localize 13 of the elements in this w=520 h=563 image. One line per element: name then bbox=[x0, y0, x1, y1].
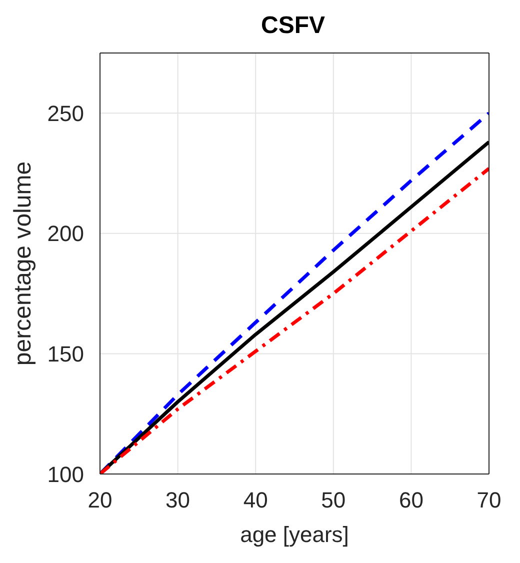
x-axis-title: age [years] bbox=[240, 522, 349, 547]
y-tick-label: 100 bbox=[47, 462, 84, 487]
y-tick-label: 250 bbox=[47, 100, 84, 126]
y-axis-title: percentage volume bbox=[10, 161, 37, 366]
x-tick-label: 50 bbox=[321, 488, 346, 513]
y-tick-label: 200 bbox=[47, 221, 84, 246]
chart-title: CSFV bbox=[260, 11, 326, 41]
y-tick-label: 150 bbox=[47, 342, 84, 367]
x-tick-label: 20 bbox=[88, 488, 112, 513]
x-tick-label: 70 bbox=[476, 488, 502, 513]
x-tick-label: 60 bbox=[398, 488, 424, 513]
x-tick-label: 30 bbox=[166, 488, 190, 513]
x-tick-label: 40 bbox=[243, 488, 268, 513]
